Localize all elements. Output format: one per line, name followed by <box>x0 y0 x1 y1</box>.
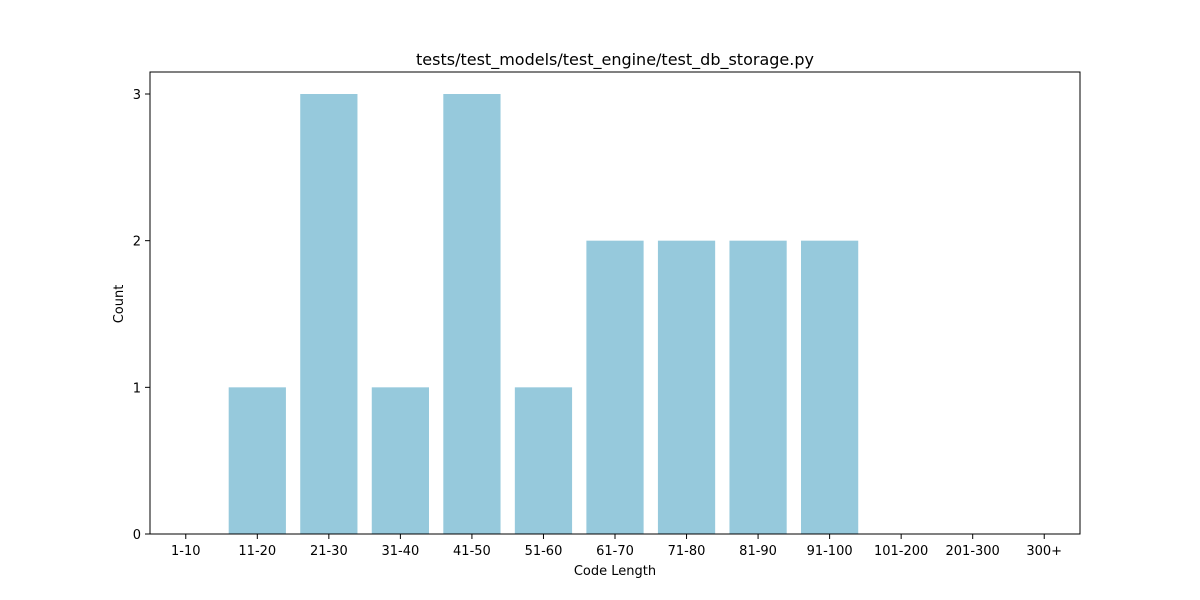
x-tick-label: 201-300 <box>946 544 1000 559</box>
bar-41-50 <box>443 94 501 534</box>
x-axis: 1-10 11-20 21-30 31-40 41-50 51-60 61-70 71-80 8… <box>171 534 1062 559</box>
x-tick-label: 91-100 <box>807 544 853 559</box>
y-tick-label: 0 <box>133 528 141 543</box>
x-tick-label: 101-200 <box>874 544 928 559</box>
y-axis: 0 1 2 3 <box>133 88 150 543</box>
y-tick-label: 2 <box>133 235 141 250</box>
x-tick-label: 11-20 <box>238 544 276 559</box>
x-tick-label: 21-30 <box>310 544 348 559</box>
bar-71-80 <box>657 240 716 534</box>
y-tick-label: 1 <box>133 381 141 396</box>
x-tick-label: 31-40 <box>381 544 419 559</box>
x-tick-label: 81-90 <box>739 544 777 559</box>
bar-91-100 <box>801 240 859 534</box>
bar-51-60 <box>514 387 573 534</box>
x-tick-label: 71-80 <box>668 544 706 559</box>
chart-title: tests/test_models/test_engine/test_db_st… <box>416 50 814 70</box>
x-tick-label: 300+ <box>1026 544 1062 559</box>
bar-11-20 <box>228 387 286 534</box>
x-tick-label: 51-60 <box>525 544 563 559</box>
y-tick-label: 3 <box>133 88 141 103</box>
x-tick-label: 41-50 <box>453 544 491 559</box>
bar-21-30 <box>300 94 358 534</box>
x-tick-label: 61-70 <box>596 544 634 559</box>
bar-81-90 <box>729 240 787 534</box>
x-axis-label: Code Length <box>574 564 656 579</box>
x-tick-label: 1-10 <box>171 544 201 559</box>
y-axis-label: Count <box>112 285 127 324</box>
bar-31-40 <box>371 387 429 534</box>
bar-61-70 <box>586 240 644 534</box>
plot-area <box>228 94 859 534</box>
